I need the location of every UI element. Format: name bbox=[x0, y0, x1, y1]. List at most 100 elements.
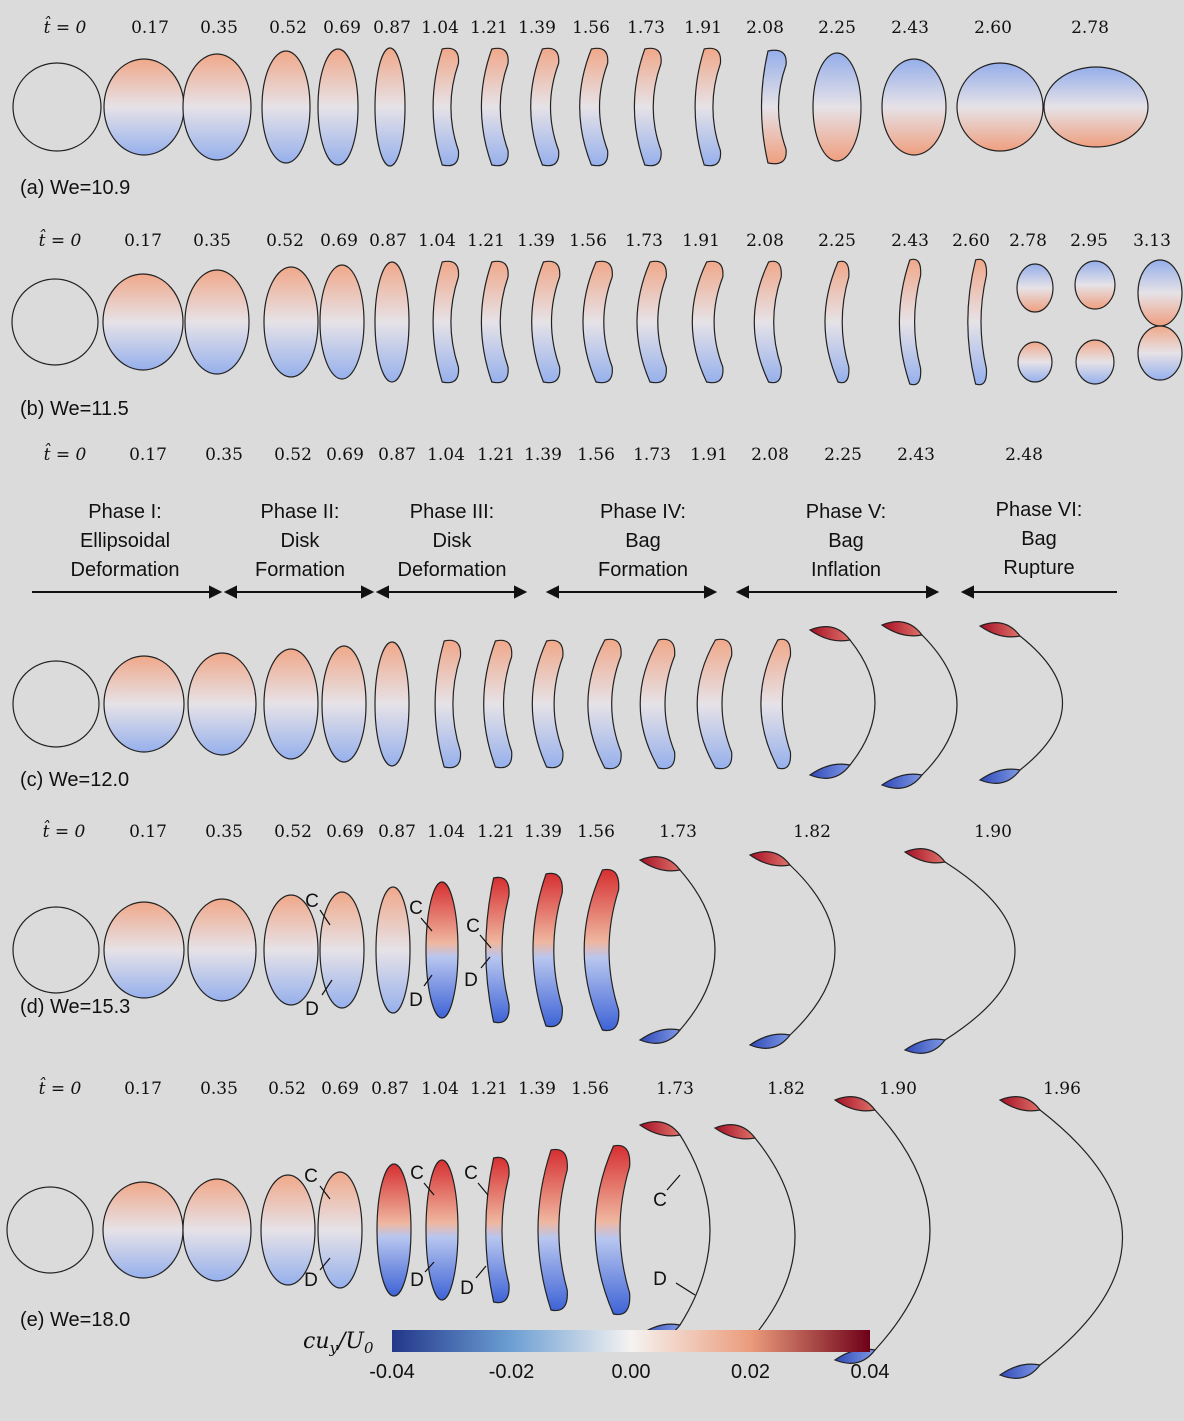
colorbar-tick-label: 0.02 bbox=[731, 1361, 770, 1383]
marker-d: D bbox=[305, 999, 319, 1020]
time-label: 1.39 bbox=[518, 18, 556, 38]
time-label: 0.87 bbox=[373, 18, 411, 38]
bag-rim-top bbox=[748, 851, 792, 867]
marker-c: C bbox=[409, 898, 423, 919]
time-label: 1.04 bbox=[421, 18, 459, 38]
marker-d: D bbox=[409, 990, 423, 1011]
marker-d: D bbox=[304, 1270, 318, 1291]
phase-3-line-1: Phase III: bbox=[410, 501, 495, 523]
time-label: 0.17 bbox=[131, 18, 169, 38]
droplet bbox=[103, 655, 185, 753]
time-label: 1.73 bbox=[627, 18, 665, 38]
bag-film bbox=[944, 861, 1016, 1041]
marker-leader bbox=[424, 1261, 435, 1273]
droplet bbox=[182, 1178, 252, 1282]
bag-film bbox=[874, 1109, 931, 1351]
time-label: 2.08 bbox=[746, 18, 784, 38]
panel-label-c: (c) We=12.0 bbox=[20, 769, 129, 791]
marker-leader bbox=[477, 1182, 489, 1196]
droplet bbox=[103, 58, 185, 156]
panel-label-b: (b) We=11.5 bbox=[20, 398, 129, 420]
phase-3-line-3: Deformation bbox=[398, 559, 507, 581]
droplet-snapshots bbox=[6, 47, 1183, 1379]
droplet bbox=[184, 269, 250, 375]
marker-c: C bbox=[466, 916, 480, 937]
droplet-initial bbox=[12, 906, 100, 994]
droplet-crescent bbox=[898, 258, 922, 386]
phase-labels: Phase I: Ellipsoidal Deformation Phase I… bbox=[71, 499, 1083, 581]
bag-film bbox=[679, 1134, 711, 1326]
time-label: 1.21 bbox=[470, 18, 508, 38]
time-label: 1.04 bbox=[418, 231, 456, 251]
time-label: t̂ = 0 bbox=[44, 16, 87, 38]
bag-rim-top bbox=[638, 1121, 682, 1137]
time-label: 2.25 bbox=[824, 445, 862, 465]
droplet bbox=[1016, 263, 1054, 313]
bag-film bbox=[789, 864, 836, 1036]
time-label: 0.69 bbox=[323, 18, 361, 38]
phase-5-line-3: Inflation bbox=[811, 559, 881, 581]
droplet bbox=[187, 652, 257, 756]
droplet-crescent bbox=[579, 47, 609, 167]
droplet-crescent bbox=[587, 638, 622, 770]
bag-rim-top bbox=[713, 1124, 757, 1140]
time-label: 2.60 bbox=[952, 231, 990, 251]
time-label: 0.87 bbox=[378, 822, 416, 842]
colorbar-tick-label: 0.00 bbox=[612, 1361, 651, 1383]
droplet bbox=[263, 648, 319, 760]
bag-rim-bottom bbox=[748, 1033, 792, 1049]
time-label: 0.17 bbox=[124, 231, 162, 251]
time-label: 1.39 bbox=[518, 1079, 556, 1099]
phase-5-line-1: Phase V: bbox=[806, 501, 886, 523]
droplet bbox=[187, 898, 257, 1002]
droplet-crescent bbox=[434, 639, 462, 769]
droplet bbox=[319, 891, 365, 1009]
bag-rim-top bbox=[833, 1096, 877, 1112]
time-label: 3.13 bbox=[1133, 231, 1171, 251]
time-label: 0.69 bbox=[326, 445, 364, 465]
cd-markers: C D C D C D C D C D C D C D bbox=[304, 891, 696, 1299]
marker-c: C bbox=[653, 1190, 667, 1211]
colorbar-tick-label: -0.04 bbox=[369, 1361, 415, 1383]
droplet-crescent bbox=[691, 260, 724, 384]
droplet-crescent bbox=[696, 638, 733, 770]
droplet-crescent bbox=[639, 638, 676, 770]
time-label: 1.39 bbox=[524, 822, 562, 842]
marker-leader bbox=[479, 934, 492, 949]
time-label: 0.35 bbox=[205, 445, 243, 465]
droplet bbox=[374, 641, 410, 767]
time-label: 2.08 bbox=[746, 231, 784, 251]
time-labels: t̂ = 0 0.17 0.35 0.52 0.69 0.87 1.04 1.21 1.39 1.… bbox=[39, 16, 1171, 1099]
phase-2-line-2: Disk bbox=[281, 530, 321, 552]
colorbar: cuy/U0 -0.04 -0.02 0.00 0.02 0.04 bbox=[303, 1329, 889, 1383]
phase-1-line-3: Deformation bbox=[71, 559, 180, 581]
time-label: 1.56 bbox=[569, 231, 607, 251]
bag-rim-bottom bbox=[998, 1363, 1042, 1379]
time-label: 1.39 bbox=[517, 231, 555, 251]
droplet-crescent bbox=[582, 260, 613, 384]
time-label: 0.52 bbox=[274, 822, 312, 842]
phase-4-line-3: Formation bbox=[598, 559, 688, 581]
time-label: 1.04 bbox=[427, 445, 465, 465]
time-label: 0.87 bbox=[369, 231, 407, 251]
time-label: 1.04 bbox=[427, 822, 465, 842]
time-label: 2.78 bbox=[1009, 231, 1047, 251]
droplet bbox=[1074, 260, 1116, 310]
marker-leader bbox=[319, 1185, 331, 1200]
droplet bbox=[1043, 66, 1149, 148]
panel-label-a: (a) We=10.9 bbox=[20, 177, 130, 199]
droplet-crescent bbox=[432, 47, 460, 167]
colorbar-tick-label: -0.02 bbox=[489, 1361, 535, 1383]
droplet-crescent bbox=[753, 260, 782, 384]
time-label: 1.56 bbox=[577, 445, 615, 465]
droplet-initial bbox=[12, 660, 100, 748]
marker-leader bbox=[319, 1257, 331, 1271]
marker-leader bbox=[666, 1174, 681, 1191]
phase-2-line-3: Formation bbox=[255, 559, 345, 581]
time-label: t̂ = 0 bbox=[39, 229, 82, 251]
bag-rim-top bbox=[638, 856, 682, 872]
droplet bbox=[375, 886, 411, 1014]
bag-rim-top bbox=[978, 622, 1022, 638]
phase-6-line-1: Phase VI: bbox=[996, 499, 1083, 521]
bag-rim-bottom bbox=[808, 763, 852, 779]
